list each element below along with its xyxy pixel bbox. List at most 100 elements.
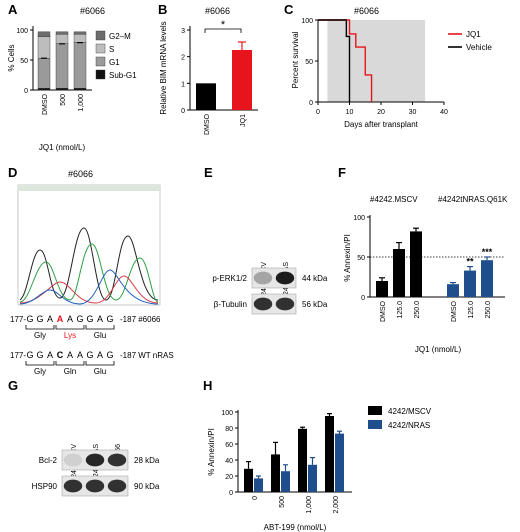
sequence-end: -187 WT nRAS [120,351,174,360]
codon-bracket [25,325,55,330]
legend-label: G2–M [109,32,131,41]
panel-f-ylabel: % Annexin/PI [343,234,352,282]
panel-c-xtick-label: 40 [440,109,448,116]
sequence-base: G [76,314,83,324]
sequence-end: -187 #6066 [120,315,161,324]
panel-c-ytick-label: 0 [309,100,313,107]
chromatogram-frame [17,184,161,306]
blot-band [85,453,105,467]
panel-letter-a: A [8,2,18,17]
legend-label: G1 [109,58,120,67]
panel-a-ytick-label: 0 [24,88,28,95]
bar-sub-g1 [37,87,51,91]
blot-kda-label: 28 kDa [134,456,160,465]
x-tick-label: 500 [279,496,286,508]
panel-b-significance: * [221,19,226,31]
bar-4242-nras [335,433,344,492]
sequence-base: G [86,350,93,360]
blot-band [253,297,273,311]
x-tick-label: DMSO [42,93,49,115]
bar [464,270,476,297]
bar-g2-m [73,31,87,35]
amino-acid-label: Lys [64,331,76,340]
bar-s [55,34,69,45]
amino-acid-label: Gln [64,367,76,376]
panel-letter-e: E [204,165,213,180]
sequence-base: G [86,314,93,324]
panel-c-ytick-label: 50 [305,59,313,66]
bar-jq1 [232,50,252,110]
blot-row-label: Bcl-2 [39,456,58,465]
sequence-base: A [97,350,103,360]
x-tick-label: 500 [60,94,67,106]
sequence-base: A [57,314,64,324]
blot-kda-label: 44 kDa [302,274,328,283]
sequence-base: A [47,314,53,324]
bar-4242-nras [281,471,290,492]
sequence-base: G [106,350,113,360]
legend-swatch [95,69,106,80]
legend-label: S [109,45,114,54]
panel-b-ytick-label: 2 [181,55,185,62]
survival-line-jq1 [318,19,373,102]
amino-acid-label: Gly [34,367,46,376]
panel-a-xlabel: JQ1 (nmol/L) [39,143,86,152]
bar-4242-nras [308,464,317,492]
panel-c-xtick-label: 0 [316,109,320,116]
panel-letter-h: H [203,378,212,393]
significance-marker: ** [466,257,474,267]
codon-bracket [25,361,55,366]
bar [376,281,388,297]
panel-letter-c: C [284,2,294,17]
bar [447,284,459,297]
panel-b: B #6066 Relative BIM mRNA levels 0 1 2 3 DM… [158,2,258,135]
sequence-base: C [57,350,64,360]
chromatogram-trace-green [19,243,159,303]
panel-h-ytick-label: 20 [225,474,233,481]
panel-c-xtick-label: 20 [377,109,385,116]
panel-h-ylabel: % Annexin/PI [207,428,216,476]
sequence-base: A [77,350,83,360]
x-tick-label: DMSO [204,113,211,135]
legend-swatch [368,406,382,415]
bar-dmso [196,83,216,110]
bar-4242-mscv [298,428,307,492]
amino-acid-label: Glu [94,367,106,376]
legend-swatch [95,43,106,54]
legend-label: Sub-G1 [109,71,137,80]
amino-acid-label: Gly [34,331,46,340]
chromatogram [17,184,161,306]
sequence-base: A [97,314,103,324]
bar [481,260,493,297]
bar [410,231,422,297]
x-tick-label: 250.0 [414,301,421,319]
codon-bracket [85,325,115,330]
blot-band [253,271,273,285]
blot-band [85,479,105,493]
panel-letter-f: F [338,165,346,180]
panel-f-ytick-label: 50 [357,255,365,262]
bar [393,249,405,297]
panel-f-ytick-label: 0 [361,295,365,302]
panel-c-title: #6066 [354,6,379,16]
bar-g1 [55,43,69,89]
legend-label: JQ1 [466,30,481,39]
panel-letter-b: B [158,2,167,17]
blot-kda-label: 56 kDa [302,300,328,309]
blot-row-label: β-Tubulin [214,300,247,309]
x-tick-label: 0 [252,496,259,500]
panel-b-ytick-label: 3 [181,28,185,35]
sequence-start: 177- [10,315,26,324]
panel-c-treatment-shade [327,20,426,102]
chromatogram-trace-blue [19,269,159,305]
legend-swatch [368,420,382,429]
sequence-base: G [26,314,33,324]
panel-h-ytick-label: 40 [225,458,233,465]
significance-marker: *** [482,247,493,257]
bar-s [73,34,87,43]
sequence-base: G [106,314,113,324]
panel-h-ytick-label: 0 [229,490,233,497]
panel-h-ytick-label: 60 [225,442,233,449]
